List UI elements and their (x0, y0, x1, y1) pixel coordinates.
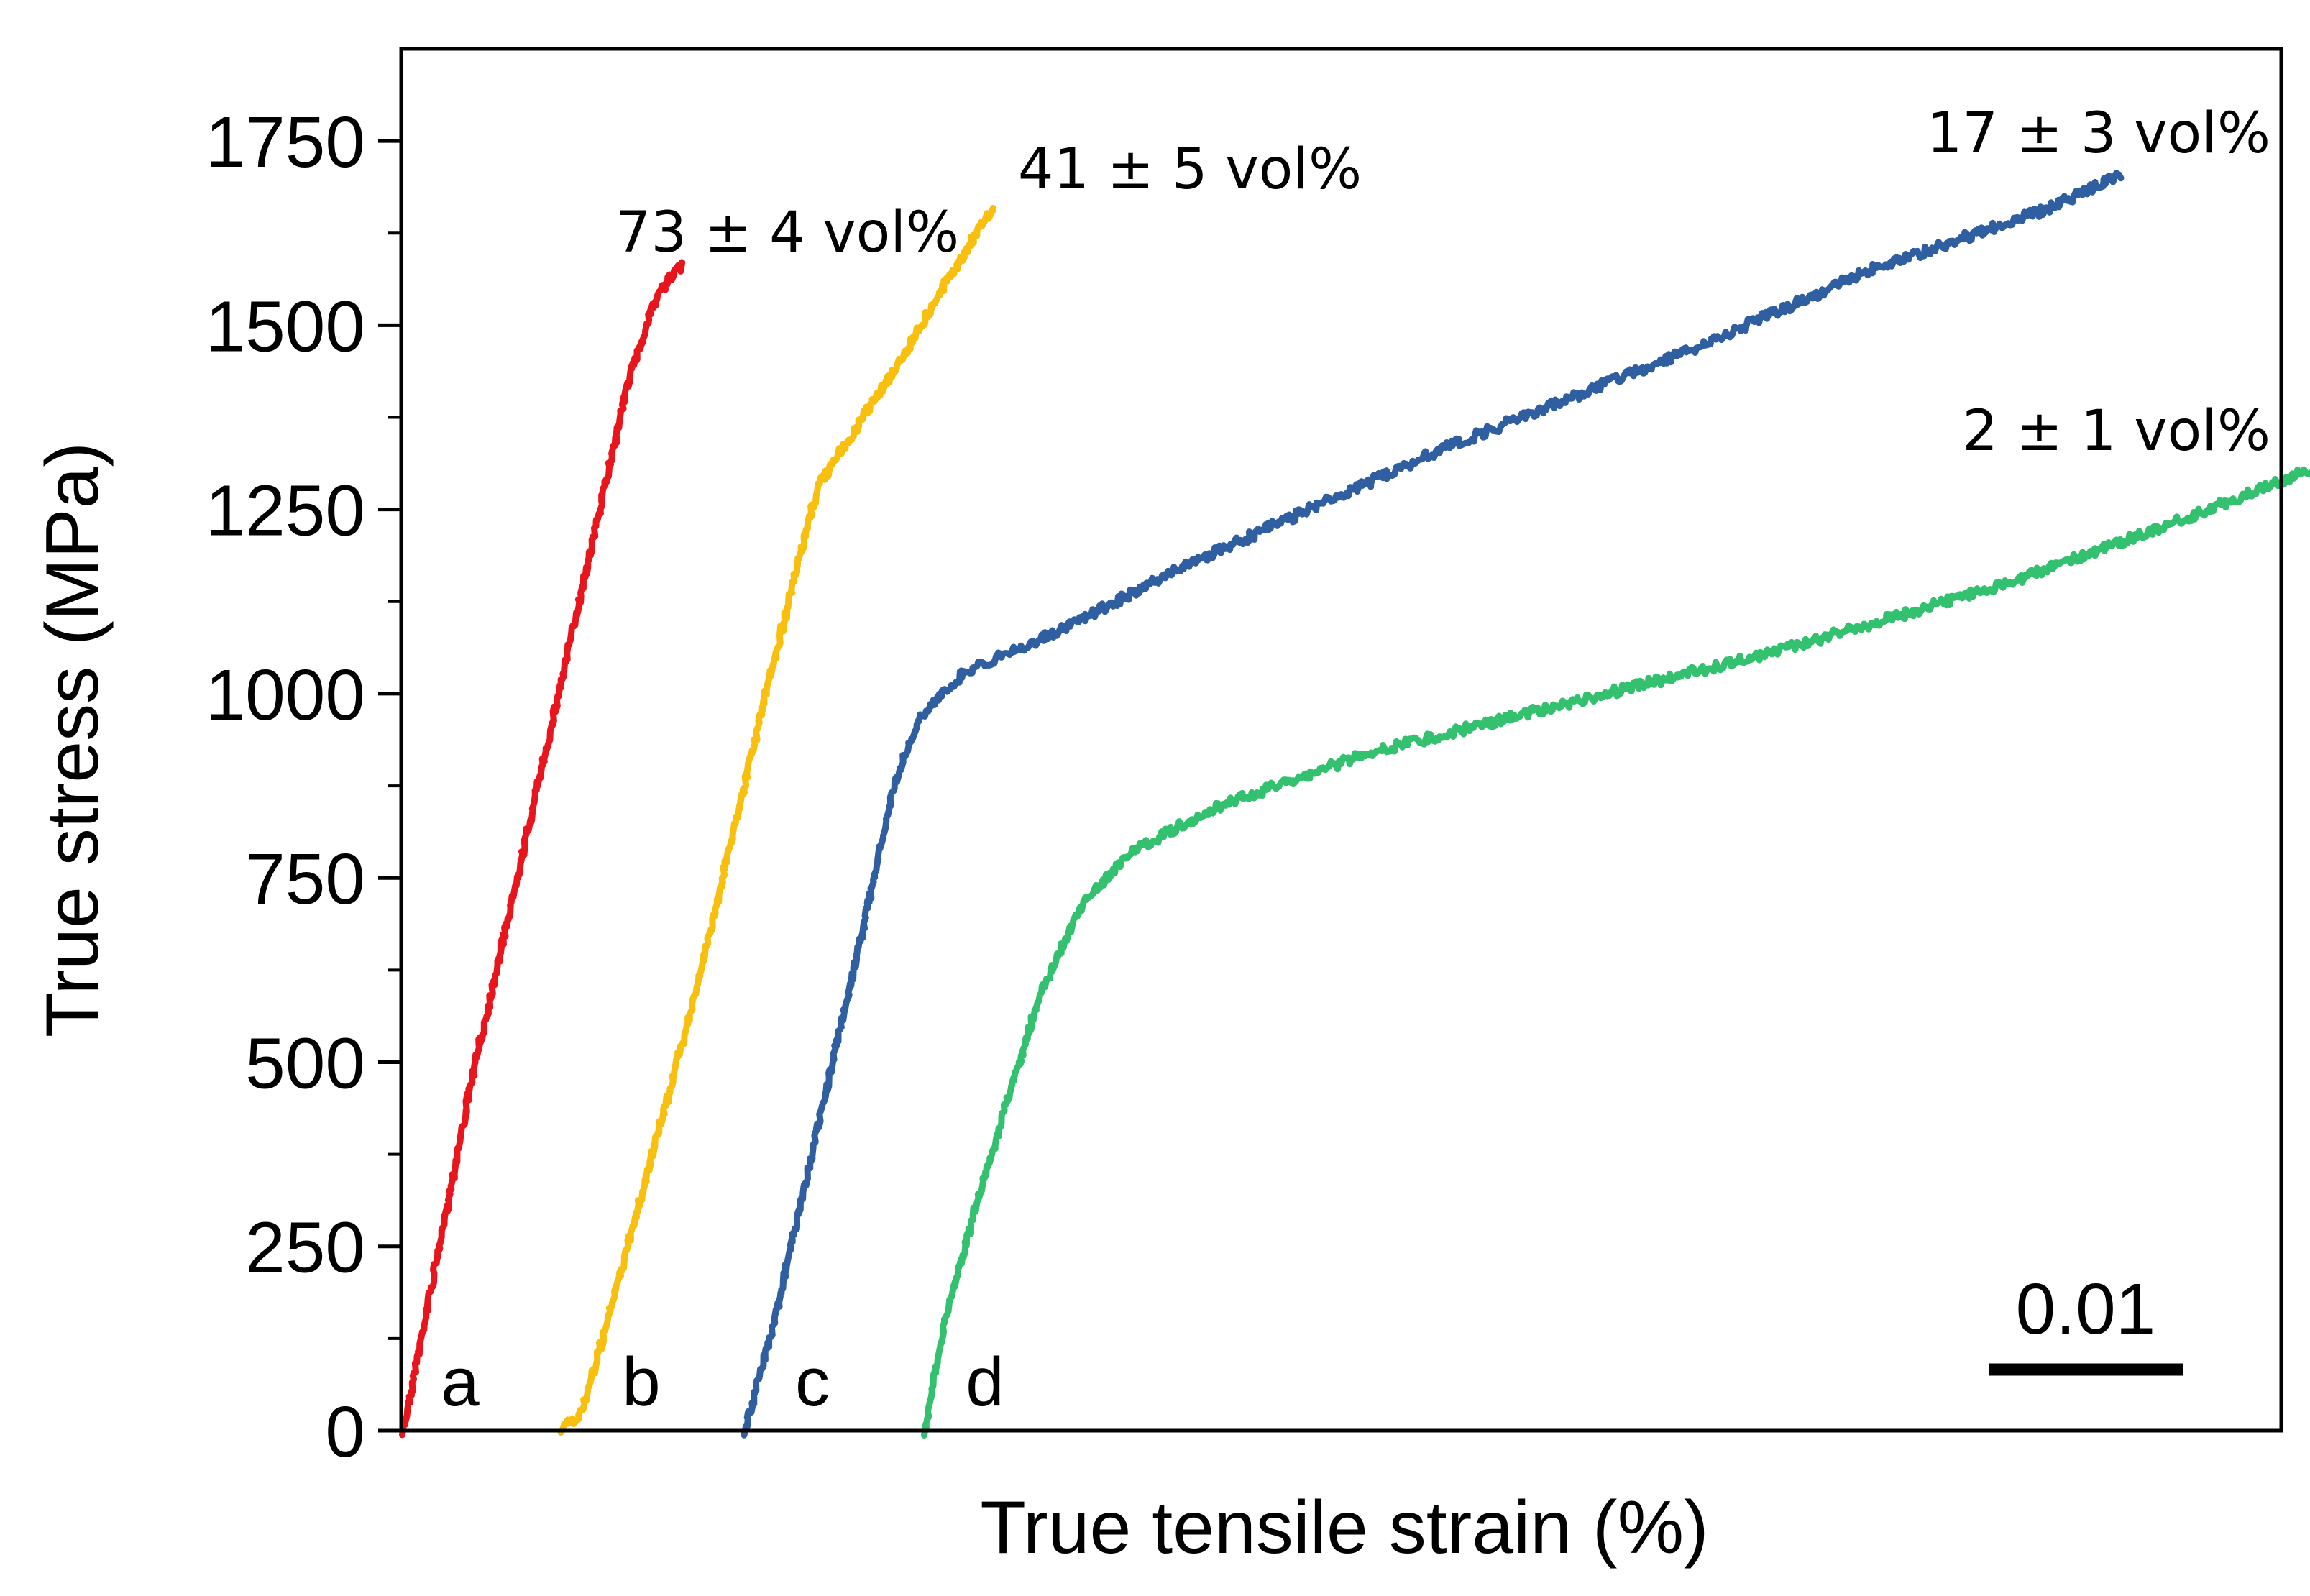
y-tick-label: 750 (245, 839, 365, 919)
series-label-a: 73 ± 4 vol% (615, 201, 959, 265)
y-tick-label: 1250 (206, 471, 365, 551)
series-line-a (403, 262, 682, 1435)
y-tick-label: 250 (245, 1208, 365, 1288)
series-layer (403, 173, 2310, 1436)
curve-letter-c: c (795, 1344, 830, 1421)
y-tick-label: 0 (325, 1392, 365, 1472)
axis-layer: 0 250 500 750 1000 1250 1500 1750 (206, 102, 401, 1472)
series-label-d: 2 ± 1 vol% (1962, 399, 2270, 464)
series-line-c (744, 173, 2121, 1435)
y-axis-title: True stress (MPa) (31, 442, 114, 1037)
x-axis-title: True tensile strain (%) (980, 1486, 1708, 1569)
series-label-b: 41 ± 5 vol% (1018, 137, 1362, 202)
curve-letter-b: b (622, 1344, 660, 1421)
series-label-c: 17 ± 3 vol% (1927, 101, 2270, 166)
y-tick-label: 1500 (206, 286, 365, 367)
y-tick-label: 500 (245, 1023, 365, 1104)
scale-bar-label: 0.01 (2016, 1269, 2156, 1349)
y-tick-label: 1000 (206, 655, 365, 735)
curve-letter-a: a (441, 1344, 480, 1421)
y-tick-label: 1750 (206, 102, 365, 183)
curve-letter-d: d (966, 1344, 1004, 1421)
